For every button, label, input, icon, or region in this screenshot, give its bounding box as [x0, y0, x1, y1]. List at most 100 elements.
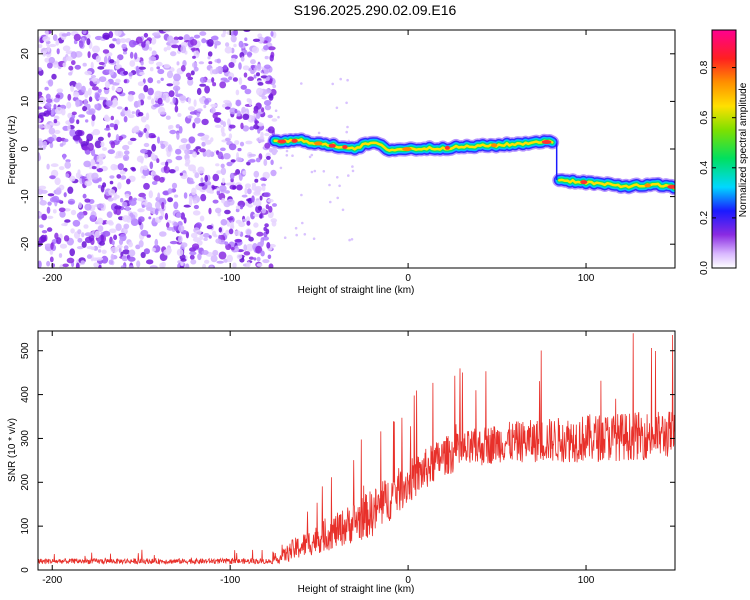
noise-blob: [228, 62, 235, 68]
noise-blob: [244, 187, 248, 195]
noise-blob: [190, 232, 198, 239]
noise-blob: [121, 43, 127, 50]
noise-blob: [141, 175, 147, 179]
noise-blob: [147, 95, 152, 100]
noise-blob: [62, 62, 67, 68]
noise-blob: [143, 142, 150, 148]
noise-speck: [339, 77, 343, 81]
noise-blob: [212, 173, 220, 182]
noise-blob: [140, 229, 149, 237]
noise-blob: [58, 207, 66, 213]
noise-blob: [76, 119, 80, 125]
noise-blob: [47, 137, 55, 142]
noise-blob: [244, 88, 252, 95]
ridge-hotspot: [291, 138, 298, 143]
noise-blob: [263, 159, 268, 166]
ridge-hotspot: [328, 143, 336, 148]
noise-blob: [113, 97, 118, 105]
noise-blob: [250, 211, 256, 220]
noise-blob: [220, 167, 227, 176]
noise-blob: [223, 99, 231, 104]
noise-blob: [257, 82, 264, 86]
colorbar: 0.0 0.2 0.4 0.6 0.8 Normalized spectral ampl…: [699, 29, 749, 275]
noise-blob: [143, 32, 149, 38]
spectrogram-y-ticks: -20 -10 0 10 20: [20, 48, 675, 251]
noise-blob: [47, 193, 55, 197]
x-tick-label: -100: [220, 273, 240, 284]
noise-speck: [346, 125, 349, 129]
noise-blob: [224, 190, 230, 194]
noise-blob: [116, 106, 123, 110]
noise-blob: [97, 217, 104, 225]
noise-blob: [55, 94, 61, 99]
noise-blob: [39, 200, 47, 206]
y-tick-label: 0: [20, 567, 31, 573]
noise-blob: [117, 54, 124, 61]
noise-blob: [187, 97, 192, 104]
noise-blob: [166, 70, 174, 79]
noise-blob: [198, 182, 205, 187]
noise-blob: [38, 153, 41, 161]
noise-blob: [157, 97, 163, 105]
noise-blob: [160, 143, 166, 149]
noise-blob: [159, 207, 163, 214]
noise-blob: [136, 260, 141, 268]
noise-blob: [154, 208, 159, 216]
noise-blob: [200, 193, 207, 202]
noise-blob: [115, 208, 122, 216]
noise-blob: [129, 137, 137, 142]
noise-blob: [178, 144, 186, 150]
noise-blob: [92, 128, 101, 136]
noise-blob: [179, 95, 186, 101]
colorbar-tick-label: 0.2: [699, 211, 710, 225]
noise-blob: [104, 116, 111, 122]
y-tick-label: 300: [20, 430, 31, 447]
noise-blob: [77, 229, 82, 235]
noise-blob: [62, 263, 69, 268]
noise-blob: [81, 85, 86, 93]
noise-blob: [129, 212, 134, 218]
noise-blob: [261, 208, 267, 214]
noise-blob: [192, 210, 201, 216]
noise-blob: [124, 150, 130, 155]
noise-blob: [38, 212, 43, 217]
noise-blob: [245, 243, 254, 252]
noise-blob: [177, 113, 182, 117]
noise-blob: [100, 141, 105, 148]
noise-blob: [159, 176, 165, 183]
noise-blob: [52, 34, 58, 41]
noise-blob: [65, 173, 70, 178]
noise-blob: [122, 51, 128, 55]
noise-blob: [199, 148, 207, 153]
noise-blob: [67, 198, 76, 205]
noise-blob: [128, 91, 136, 96]
noise-blob: [256, 87, 263, 96]
noise-blob: [264, 223, 269, 228]
noise-blob: [144, 154, 149, 159]
noise-blob: [128, 72, 133, 77]
noise-blob: [47, 62, 53, 69]
noise-speck: [301, 221, 304, 225]
noise-blob: [80, 260, 86, 265]
noise-blob: [126, 215, 132, 223]
noise-blob: [49, 256, 54, 263]
noise-blob: [71, 60, 76, 66]
x-tick-label: 100: [578, 575, 595, 586]
noise-speck: [351, 169, 355, 173]
noise-blob: [55, 187, 62, 195]
noise-blob: [146, 234, 151, 238]
noise-blob: [245, 183, 251, 189]
noise-blob: [217, 151, 224, 160]
noise-blob: [187, 180, 195, 185]
noise-blob: [109, 59, 115, 64]
noise-blob: [127, 140, 133, 145]
noise-blob: [246, 188, 252, 195]
spectrogram-x-ticks: -200 -100 0 100: [42, 30, 595, 284]
noise-blob: [262, 259, 270, 264]
noise-blob: [229, 172, 235, 180]
noise-blob: [87, 142, 94, 151]
noise-blob: [199, 215, 205, 222]
colorbar-label: Normalized spectral amplitude: [738, 82, 749, 217]
snr-x-axis-label: Height of straight line (km): [298, 584, 415, 595]
noise-blob: [82, 62, 87, 67]
